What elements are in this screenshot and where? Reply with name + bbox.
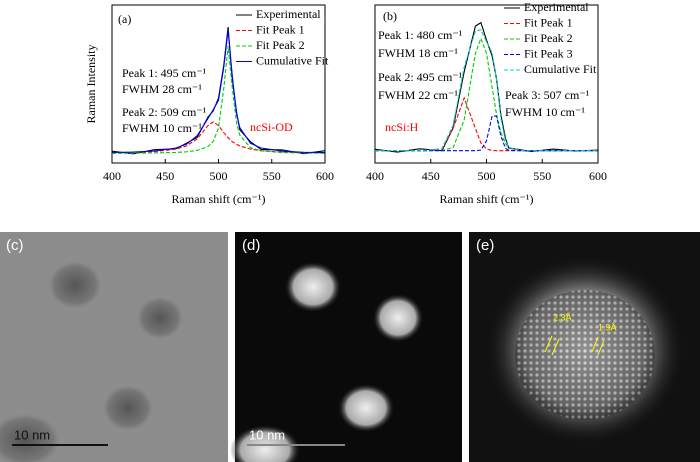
annotation: Peak 2: 495 cm⁻¹: [378, 70, 463, 84]
series-line: [375, 115, 598, 152]
lattice-marker: [544, 335, 553, 353]
scale-label: 10 nm: [14, 427, 50, 442]
x-tick-label: 450: [422, 169, 440, 183]
annotation: FWHM 10 cm⁻¹: [122, 121, 202, 135]
panel-label: (a): [118, 12, 131, 26]
x-axis-label: Raman shift (cm⁻¹): [440, 192, 534, 206]
lattice-label: 1.9Å: [598, 322, 617, 332]
lattice-marker: [597, 339, 605, 356]
annotation: FWHM 28 cm⁻¹: [122, 82, 202, 96]
x-tick-label: 550: [533, 169, 551, 183]
x-tick-label: 450: [156, 169, 174, 183]
series-line: [111, 46, 326, 154]
legend-label: Cumulative Fit: [256, 53, 329, 67]
charts: 400 450 500 550 600 Raman shift (cm⁻¹) Raman I…: [84, 0, 607, 206]
particle: [134, 294, 186, 342]
particle: [373, 294, 423, 342]
annotation: FWHM 10 cm⁻¹: [505, 105, 585, 119]
x-axis-label: Raman shift (cm⁻¹): [172, 192, 266, 206]
particle: [230, 425, 300, 462]
legend-label: Fit Peak 2: [256, 38, 305, 52]
lattice-label: 2.3Å: [553, 312, 572, 322]
panel-label: (d): [242, 237, 260, 254]
panel-label: (e): [476, 237, 494, 254]
annotation: Peak 2: 509 cm⁻¹: [122, 105, 207, 119]
series-line: [111, 30, 326, 154]
y-axis-label: Raman Intensity: [84, 45, 98, 124]
lattice-fringes: [515, 290, 655, 420]
x-tick-label: 600: [589, 169, 607, 183]
x-tick-label: 550: [263, 169, 281, 183]
legend-label: Fit Peak 3: [524, 46, 573, 60]
particle: [45, 258, 105, 312]
scale-label: 10 nm: [249, 427, 285, 442]
x-tick-label: 600: [316, 169, 334, 183]
x-tick-label: 400: [366, 169, 384, 183]
image-panels: (c) 10 nm (d) 10 nm (e) 2.3Å 1.9Å: [0, 232, 700, 462]
annotation: Peak 3: 507 cm⁻¹: [505, 88, 590, 102]
legend-label: Fit Peak 1: [256, 22, 305, 36]
panel-label: (b): [383, 9, 397, 23]
annotation: FWHM 22 cm⁻¹: [378, 88, 458, 102]
legend-label: Experimental: [256, 7, 321, 21]
legend-label: Fit Peak 1: [524, 15, 573, 29]
legend-label: Experimental: [524, 0, 589, 14]
x-tick-label: 500: [210, 169, 228, 183]
x-tick-label: 500: [478, 169, 496, 183]
particle: [338, 384, 394, 432]
legend-label: Fit Peak 2: [524, 31, 573, 45]
lattice-marker: [591, 336, 599, 353]
annotation: FWHM 18 cm⁻¹: [378, 46, 458, 60]
legend-label: Cumulative Fit: [524, 62, 597, 76]
panel-label: (c): [6, 237, 24, 254]
annotation: ncSi-OD: [250, 120, 293, 134]
annotation: Peak 1: 480 cm⁻¹: [378, 28, 463, 42]
lattice-marker: [551, 338, 560, 356]
particle: [100, 382, 156, 434]
annotation: ncSi:H: [385, 120, 419, 134]
particle: [0, 410, 65, 462]
series-line: [375, 29, 598, 152]
particle: [285, 262, 341, 312]
annotation: Peak 1: 495 cm⁻¹: [122, 66, 207, 80]
x-tick-label: 400: [103, 169, 121, 183]
